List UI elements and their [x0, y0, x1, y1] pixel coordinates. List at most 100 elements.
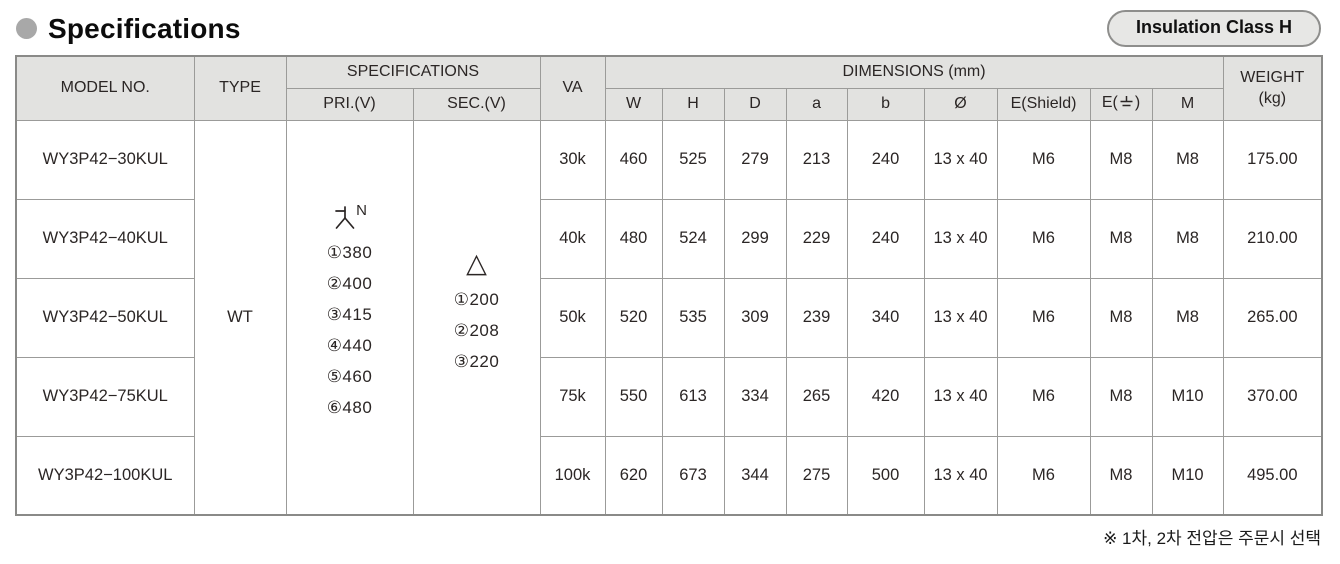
col-header-type: TYPE	[193, 55, 287, 121]
w-cell: 620	[604, 435, 663, 516]
va-cell: 75k	[539, 356, 606, 437]
col-header-phi: Ø	[923, 87, 998, 121]
bullet-icon	[16, 18, 37, 39]
e-shield-cell: M6	[996, 356, 1091, 437]
h-cell: 535	[661, 277, 725, 358]
col-header-w: W	[604, 87, 663, 121]
type-cell: WT	[193, 119, 287, 516]
a-cell: 229	[785, 198, 848, 279]
delta-symbol: △	[466, 248, 487, 279]
m-cell: M8	[1151, 119, 1224, 200]
d-cell: 279	[723, 119, 787, 200]
m-cell: M8	[1151, 198, 1224, 279]
order-footnote: ※ 1차, 2차 전압은 주문시 선택	[1103, 529, 1321, 548]
phi-cell: 13 x 40	[923, 356, 998, 437]
b-cell: 420	[846, 356, 925, 437]
col-header-h: H	[661, 87, 725, 121]
model-cell: WY3P42−100KUL	[15, 435, 195, 516]
header-row-2: PRI.(V) SEC.(V) W H D a b Ø E(Shield) E(…	[16, 87, 1322, 121]
va-cell: 30k	[539, 119, 606, 200]
model-cell: WY3P42−50KUL	[15, 277, 195, 358]
col-header-m: M	[1151, 87, 1224, 121]
e-shield-cell: M6	[996, 277, 1091, 358]
w-cell: 460	[604, 119, 663, 200]
e-ground-prefix: E(	[1101, 93, 1118, 111]
h-cell: 525	[661, 119, 725, 200]
sec-option: ①200	[453, 290, 500, 310]
sec-option: ②208	[453, 321, 500, 341]
e-ground-cell: M8	[1089, 356, 1153, 437]
a-cell: 213	[785, 119, 848, 200]
col-header-e-ground: E()	[1089, 87, 1153, 121]
pri-voltage-cell: N ①380 ②400 ③415 ④440 ⑤460 ⑥480	[285, 119, 414, 516]
b-cell: 500	[846, 435, 925, 516]
w-cell: 480	[604, 198, 663, 279]
weight-cell: 370.00	[1222, 356, 1323, 437]
pri-option: ⑤460	[326, 366, 373, 386]
page-title: Specifications	[48, 12, 241, 44]
model-cell: WY3P42−40KUL	[15, 198, 195, 279]
phi-cell: 13 x 40	[923, 119, 998, 200]
a-cell: 239	[785, 277, 848, 358]
e-ground-suffix: )	[1134, 93, 1141, 111]
weight-unit: (kg)	[1258, 90, 1287, 108]
weight-cell: 210.00	[1222, 198, 1323, 279]
e-shield-cell: M6	[996, 198, 1091, 279]
col-header-d: D	[723, 87, 787, 121]
header-row-1: MODEL NO. TYPE SPECIFICATIONS VA DIMENSI…	[15, 55, 1323, 121]
e-ground-cell: M8	[1089, 277, 1153, 358]
d-cell: 344	[723, 435, 787, 516]
phi-cell: 13 x 40	[923, 277, 998, 358]
sec-voltage-cell: △ ①200 ②208 ③220	[412, 119, 541, 516]
w-cell: 550	[604, 356, 663, 437]
e-ground-cell: M8	[1089, 198, 1153, 279]
d-cell: 334	[723, 356, 787, 437]
d-cell: 309	[723, 277, 787, 358]
d-cell: 299	[723, 198, 787, 279]
col-header-sec: SEC.(V)	[412, 87, 541, 121]
section-heading: Specifications	[16, 13, 241, 45]
a-cell: 275	[785, 435, 848, 516]
pri-option: ①380	[326, 242, 373, 262]
va-cell: 50k	[539, 277, 606, 358]
wye-symbol: N	[327, 203, 373, 230]
b-cell: 240	[846, 119, 925, 200]
b-cell: 240	[846, 198, 925, 279]
insulation-class-badge: Insulation Class H	[1106, 10, 1321, 47]
pri-option: ⑥480	[326, 397, 373, 417]
weight-cell: 265.00	[1222, 277, 1323, 358]
pri-option: ②400	[326, 273, 373, 293]
col-header-model: MODEL NO.	[15, 55, 195, 121]
va-cell: 40k	[539, 198, 606, 279]
m-cell: M10	[1151, 356, 1224, 437]
m-cell: M8	[1151, 277, 1224, 358]
e-shield-cell: M6	[996, 435, 1091, 516]
col-header-a: a	[785, 87, 848, 121]
phi-cell: 13 x 40	[923, 198, 998, 279]
col-header-pri: PRI.(V)	[285, 87, 414, 121]
col-header-e-shield: E(Shield)	[996, 87, 1091, 121]
h-cell: 673	[661, 435, 725, 516]
table-row: WY3P42−75KUL 75k 550 613 334 265 420 13 …	[15, 356, 1323, 437]
col-header-b: b	[846, 87, 925, 121]
model-cell: WY3P42−30KUL	[15, 119, 195, 200]
h-cell: 613	[661, 356, 725, 437]
model-cell: WY3P42−75KUL	[15, 356, 195, 437]
phi-cell: 13 x 40	[923, 435, 998, 516]
table-row: WY3P42−50KUL 50k 520 535 309 239 340 13 …	[15, 277, 1323, 358]
va-cell: 100k	[539, 435, 606, 516]
weight-cell: 495.00	[1222, 435, 1323, 516]
top-bar: Specifications Insulation Class H	[0, 0, 1340, 55]
b-cell: 340	[846, 277, 925, 358]
m-cell: M10	[1151, 435, 1224, 516]
table-row: WY3P42−40KUL 40k 480 524 299 229 240 13 …	[15, 198, 1323, 279]
e-ground-cell: M8	[1089, 119, 1153, 200]
e-shield-cell: M6	[996, 119, 1091, 200]
col-header-va: VA	[539, 55, 606, 121]
pri-option: ④440	[326, 335, 373, 355]
h-cell: 524	[661, 198, 725, 279]
sec-option: ③220	[453, 352, 500, 372]
a-cell: 265	[785, 356, 848, 437]
earth-ground-icon	[1119, 95, 1134, 115]
col-header-dimensions: DIMENSIONS (mm)	[604, 55, 1224, 89]
